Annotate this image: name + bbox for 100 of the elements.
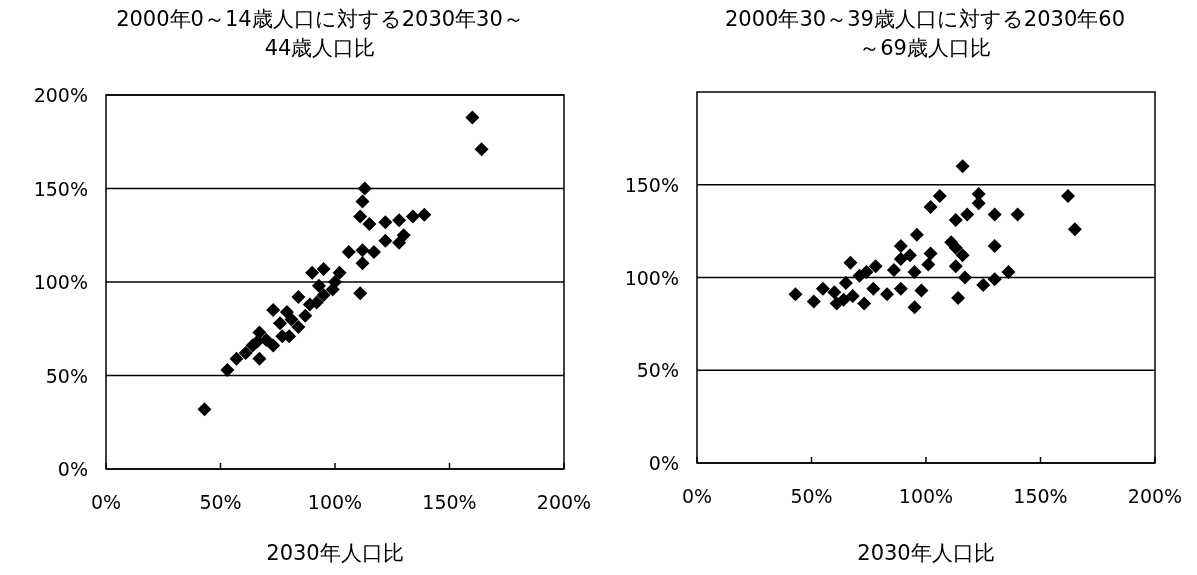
point	[868, 259, 883, 274]
point	[353, 286, 368, 301]
point	[857, 296, 872, 311]
point	[366, 245, 381, 260]
point	[971, 196, 986, 211]
point	[836, 292, 851, 307]
point	[311, 278, 326, 293]
point	[259, 332, 274, 347]
y-tick-label: 100%	[624, 266, 679, 289]
point	[788, 287, 803, 302]
point	[914, 283, 929, 298]
point	[806, 294, 821, 309]
point	[951, 290, 966, 305]
y-tick-label: 0%	[57, 458, 88, 480]
point	[987, 272, 1002, 287]
point	[229, 351, 244, 366]
x-tick-label: 0%	[90, 491, 122, 513]
y-tick-label: 50%	[45, 364, 88, 387]
point	[987, 238, 1002, 253]
chart-title: 2000年0～14歳人口に対する2030年30～44歳人口比	[116, 7, 524, 61]
point	[316, 288, 331, 303]
point	[893, 281, 908, 296]
point	[1010, 207, 1025, 222]
point	[355, 256, 370, 271]
point	[1001, 264, 1016, 279]
chart-title: 2000年30～39歳人口に対する2030年60～69歳人口比	[724, 7, 1126, 61]
point	[392, 235, 407, 250]
point	[859, 264, 874, 279]
point	[357, 181, 372, 196]
point	[302, 297, 317, 312]
point	[238, 346, 253, 361]
x-tick-label: 0%	[681, 485, 713, 507]
y-tick-label: 200%	[33, 84, 88, 106]
point	[955, 159, 970, 174]
point	[474, 142, 489, 157]
point	[845, 289, 860, 304]
point	[405, 209, 420, 224]
point	[893, 251, 908, 266]
point	[298, 308, 313, 323]
point	[355, 194, 370, 209]
x-tick-label: 150%	[1013, 485, 1068, 507]
point	[960, 207, 975, 222]
y-tick-label: 0%	[648, 452, 679, 474]
point	[252, 351, 267, 366]
point	[957, 270, 972, 285]
x-tick-label: 200%	[1127, 485, 1183, 507]
point	[948, 240, 963, 255]
y-tick-label: 100%	[33, 271, 88, 293]
y-tick-label: 50%	[636, 359, 679, 382]
point	[220, 362, 235, 377]
point	[923, 246, 938, 261]
point	[325, 282, 340, 297]
point	[923, 200, 938, 215]
point	[266, 303, 281, 318]
point	[838, 276, 853, 291]
point	[815, 281, 830, 296]
point	[907, 264, 922, 279]
y-tick-label: 150%	[33, 177, 88, 200]
point	[827, 285, 842, 300]
point	[417, 207, 432, 222]
point	[921, 257, 936, 272]
point	[955, 248, 970, 263]
x-tick-label: 150%	[422, 491, 477, 513]
x-axis-title: 2030年人口比	[266, 541, 404, 565]
point	[948, 259, 963, 274]
point	[273, 316, 288, 331]
point	[893, 238, 908, 253]
point	[1067, 222, 1082, 237]
point	[284, 312, 299, 327]
point	[880, 287, 895, 302]
point	[362, 217, 377, 232]
x-tick-label: 50%	[790, 485, 833, 507]
point	[976, 277, 991, 292]
x-axis-title: 2030年人口比	[857, 541, 995, 565]
point	[291, 289, 306, 304]
point	[341, 245, 356, 260]
point	[252, 325, 267, 340]
point	[392, 213, 407, 228]
x-tick-label: 200%	[536, 491, 592, 513]
point	[902, 248, 917, 263]
point	[909, 227, 924, 242]
point	[305, 265, 320, 280]
point	[1060, 188, 1075, 203]
point	[987, 207, 1002, 222]
point	[932, 188, 947, 203]
point	[353, 209, 368, 224]
point	[332, 265, 347, 280]
point	[378, 233, 393, 248]
point	[886, 263, 901, 278]
x-tick-label: 100%	[307, 491, 363, 513]
x-tick-label: 100%	[898, 485, 954, 507]
x-tick-label: 50%	[199, 491, 242, 513]
point	[843, 255, 858, 270]
point	[948, 212, 963, 227]
point	[197, 402, 212, 417]
point	[355, 243, 370, 258]
point	[866, 281, 881, 296]
point	[316, 261, 331, 276]
point	[465, 110, 480, 125]
point	[291, 319, 306, 334]
